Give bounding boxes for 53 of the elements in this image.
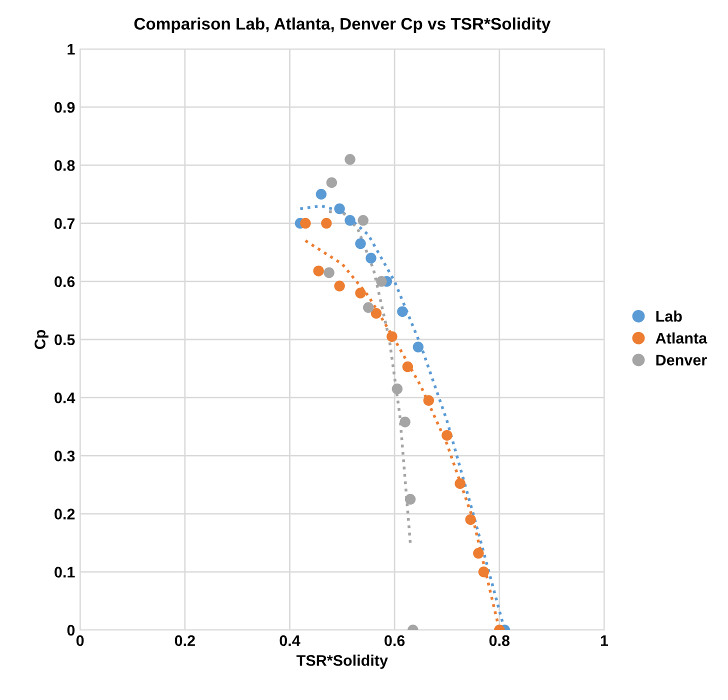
- point: [404, 494, 416, 505]
- point: [442, 430, 452, 441]
- y-tick-label: 0.8: [54, 160, 75, 171]
- point: [386, 331, 398, 342]
- y-tick-label: 0.9: [54, 102, 75, 113]
- point: [313, 266, 324, 276]
- point: [400, 416, 410, 428]
- point: [465, 514, 476, 525]
- y-tick-label: 1: [68, 44, 75, 55]
- legend-label: Denver: [656, 354, 707, 366]
- legend-label: Atlanta: [656, 332, 708, 344]
- point: [334, 203, 345, 214]
- y-tick-label: 0.4: [54, 392, 76, 404]
- point: [344, 154, 356, 165]
- point: [478, 566, 490, 578]
- point: [397, 306, 408, 317]
- point: [473, 548, 484, 559]
- point: [392, 384, 403, 394]
- y-tick-label: 0: [67, 624, 75, 636]
- point: [300, 218, 311, 229]
- y-tick-label: 0.5: [54, 334, 75, 346]
- x-tick-label: 1: [600, 635, 608, 646]
- point: [326, 177, 338, 188]
- x-tick-label: 0.6: [384, 635, 405, 646]
- point: [355, 238, 366, 250]
- point: [412, 342, 424, 352]
- x-tick-label: 0.2: [174, 635, 195, 646]
- point: [355, 288, 366, 298]
- point: [362, 302, 374, 313]
- point: [402, 361, 414, 372]
- point: [344, 215, 356, 226]
- point: [454, 478, 466, 489]
- x-tick-label: 0: [76, 635, 84, 646]
- x-axis-title: TSR*Solidity: [296, 654, 388, 669]
- point: [423, 395, 434, 406]
- x-tick-label: 0.8: [489, 635, 510, 646]
- chart-title: Comparison Lab, Atlanta, Denver Cp vs TSR*Solidity: [134, 17, 551, 34]
- point: [321, 218, 332, 229]
- point: [334, 280, 345, 292]
- point: [366, 252, 376, 264]
- point: [370, 308, 382, 319]
- point: [358, 215, 369, 226]
- x-tick-label: 0.4: [280, 635, 300, 646]
- y-tick-label: 0.6: [54, 276, 75, 288]
- y-tick-label: 0.3: [54, 450, 75, 462]
- point: [324, 267, 334, 278]
- point: [376, 276, 387, 287]
- point: [316, 188, 327, 200]
- y-axis-title: Cp: [34, 330, 48, 350]
- y-tick-label: 0.2: [54, 508, 75, 520]
- legend-label: Lab: [656, 310, 682, 322]
- y-tick-label: 0.7: [54, 218, 75, 229]
- y-tick-label: 0.1: [54, 566, 75, 578]
